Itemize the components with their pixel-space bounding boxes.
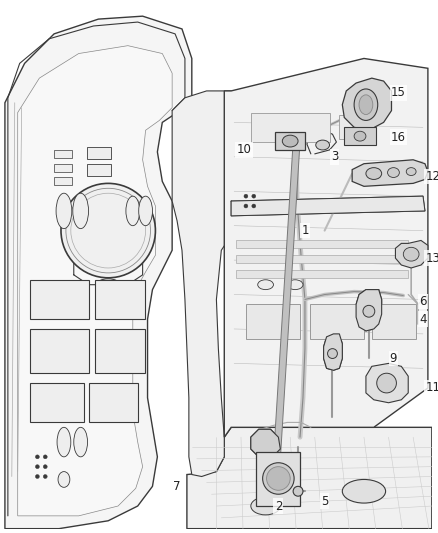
Polygon shape — [5, 16, 191, 529]
Bar — [236, 255, 407, 263]
Bar — [236, 240, 407, 248]
Ellipse shape — [262, 463, 293, 494]
Text: 13: 13 — [424, 252, 438, 265]
Ellipse shape — [74, 427, 87, 457]
Bar — [371, 304, 415, 339]
Polygon shape — [172, 91, 253, 477]
Ellipse shape — [327, 349, 337, 359]
Ellipse shape — [293, 486, 302, 496]
Ellipse shape — [35, 455, 39, 459]
Text: 16: 16 — [390, 131, 405, 144]
Polygon shape — [250, 429, 280, 459]
Bar — [54, 177, 72, 185]
Ellipse shape — [376, 373, 396, 393]
Polygon shape — [273, 142, 299, 459]
Ellipse shape — [251, 194, 255, 198]
Text: 12: 12 — [424, 170, 438, 183]
Ellipse shape — [315, 140, 329, 150]
Polygon shape — [18, 46, 172, 516]
Text: 11: 11 — [424, 382, 438, 394]
Text: 2: 2 — [274, 499, 282, 513]
Bar — [245, 304, 299, 339]
Bar — [275, 132, 304, 150]
Ellipse shape — [244, 204, 247, 208]
Polygon shape — [224, 59, 427, 437]
Ellipse shape — [35, 465, 39, 469]
Bar — [54, 150, 72, 158]
Ellipse shape — [35, 474, 39, 479]
Ellipse shape — [250, 497, 280, 515]
Polygon shape — [323, 334, 342, 370]
Text: 4: 4 — [418, 313, 426, 326]
Text: 5: 5 — [320, 495, 328, 507]
Ellipse shape — [138, 196, 152, 225]
Ellipse shape — [244, 194, 247, 198]
Polygon shape — [395, 240, 427, 268]
Ellipse shape — [286, 280, 302, 289]
Bar — [29, 383, 83, 423]
Polygon shape — [355, 289, 381, 331]
Ellipse shape — [251, 204, 255, 208]
Text: 3: 3 — [330, 150, 337, 163]
Bar — [343, 127, 375, 145]
Polygon shape — [187, 427, 431, 529]
Ellipse shape — [257, 280, 273, 289]
Polygon shape — [231, 196, 424, 216]
Text: 1: 1 — [300, 224, 308, 237]
Bar — [95, 329, 144, 373]
Bar — [255, 452, 299, 506]
Bar — [339, 115, 373, 139]
Bar — [54, 164, 72, 172]
Bar — [250, 112, 329, 142]
Text: 9: 9 — [389, 352, 396, 365]
Ellipse shape — [58, 472, 70, 487]
Ellipse shape — [365, 168, 381, 180]
Ellipse shape — [403, 247, 418, 261]
Text: 15: 15 — [390, 86, 405, 99]
Text: 7: 7 — [173, 480, 180, 493]
Ellipse shape — [405, 168, 415, 175]
Polygon shape — [342, 78, 391, 130]
Bar — [88, 383, 138, 423]
Bar — [29, 329, 88, 373]
Ellipse shape — [126, 196, 139, 225]
Bar — [86, 164, 111, 175]
Ellipse shape — [362, 305, 374, 317]
Ellipse shape — [342, 480, 385, 503]
Polygon shape — [351, 160, 427, 187]
Ellipse shape — [353, 89, 377, 120]
Ellipse shape — [43, 465, 47, 469]
Ellipse shape — [56, 193, 72, 229]
Bar — [236, 270, 407, 278]
Ellipse shape — [43, 455, 47, 459]
Bar — [309, 304, 363, 339]
Ellipse shape — [282, 135, 297, 147]
Ellipse shape — [358, 95, 372, 115]
Bar — [95, 280, 144, 319]
Ellipse shape — [387, 168, 399, 177]
Ellipse shape — [353, 131, 365, 141]
Bar — [86, 147, 111, 159]
Bar — [29, 280, 88, 319]
Polygon shape — [365, 364, 407, 403]
Ellipse shape — [266, 467, 290, 490]
Text: 10: 10 — [236, 143, 251, 157]
Text: 6: 6 — [418, 295, 426, 308]
Ellipse shape — [61, 183, 155, 278]
Ellipse shape — [73, 193, 88, 229]
Ellipse shape — [57, 427, 71, 457]
Ellipse shape — [43, 474, 47, 479]
